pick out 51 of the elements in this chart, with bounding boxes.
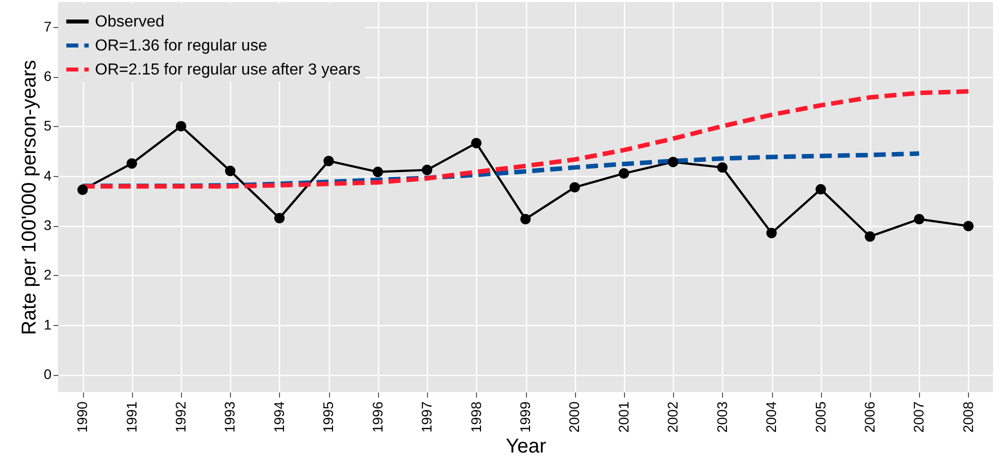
x-tick-label: 1996 [369, 401, 386, 433]
point [372, 166, 384, 178]
y-tick-label: 4 [44, 167, 52, 184]
x-tick-label: 2005 [812, 401, 828, 433]
x-axis-title: Year [506, 436, 547, 458]
point [766, 228, 777, 238]
point [668, 156, 678, 168]
x-tick-label: 2006 [861, 401, 878, 433]
point [963, 220, 974, 232]
x-tick-label: 1999 [517, 401, 533, 433]
x-tick-label: 1992 [172, 401, 189, 433]
y-tick-label: 0 [44, 366, 52, 382]
y-tick-label: 2 [44, 266, 52, 283]
point [618, 168, 630, 179]
legend-label: OR=1.36 for regular use [95, 38, 268, 54]
x-tick-label: 1997 [418, 401, 435, 433]
x-tick-label: 2007 [910, 401, 927, 433]
x-tick-label: 2008 [960, 401, 976, 433]
y-tick-label: 7 [44, 18, 52, 34]
x-tick-label: 2004 [763, 401, 780, 433]
x-tick-label: 2002 [664, 401, 681, 433]
legend-label: Observed [95, 14, 164, 30]
x-tick-label: 2003 [714, 401, 730, 433]
x-tick-label: 1990 [74, 401, 90, 433]
x-tick-label: 1991 [123, 401, 140, 433]
point [569, 182, 580, 193]
point [717, 162, 728, 173]
y-axis-title: Rate per 100'000 person-years [18, 60, 41, 336]
x-tick-label: 2000 [566, 401, 582, 433]
point [274, 212, 285, 224]
point [816, 184, 826, 195]
x-tick-label: 1994 [270, 401, 287, 433]
x-tick-label: 2001 [615, 401, 632, 433]
y-tick-label: 1 [44, 316, 52, 332]
y-tick-label: 6 [44, 68, 52, 84]
legend-label: OR=2.15 for regular use after 3 years [95, 62, 360, 78]
point [471, 138, 482, 148]
x-tick-label: 1993 [222, 401, 238, 433]
point [864, 231, 876, 242]
point [520, 214, 531, 224]
point [224, 166, 236, 176]
y-tick-label: 5 [44, 118, 52, 134]
point [422, 164, 432, 176]
point [323, 156, 334, 166]
point [914, 214, 924, 224]
point [77, 184, 88, 196]
y-tick-label: 3 [44, 217, 52, 234]
x-tick-label: 1995 [320, 401, 336, 433]
point [176, 120, 186, 132]
point [126, 158, 138, 169]
x-tick-label: 1998 [468, 401, 484, 433]
